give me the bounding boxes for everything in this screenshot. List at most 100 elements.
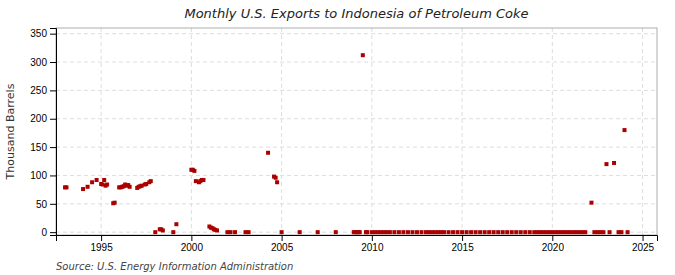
point [410, 230, 414, 234]
point [406, 230, 410, 234]
point [626, 230, 630, 234]
point [601, 230, 605, 234]
x-grid-line [552, 28, 553, 235]
x-tick-mark [372, 235, 373, 241]
point [496, 230, 500, 234]
y-tick-label: 0 [41, 227, 47, 238]
grid [56, 28, 657, 235]
point [519, 230, 523, 234]
point [201, 178, 205, 182]
y-tick-label: 200 [30, 113, 47, 124]
point [161, 228, 165, 232]
y-grid-line [56, 62, 657, 63]
y-tick-mark [50, 147, 56, 148]
x-tick-label: 2010 [361, 242, 384, 253]
y-tick-label: 50 [36, 199, 48, 210]
point [174, 222, 178, 226]
point [608, 230, 612, 234]
x-tick-label: 2020 [542, 242, 565, 253]
y-tick-mark [50, 204, 56, 205]
point [81, 187, 85, 191]
point [95, 178, 99, 182]
y-tick-label: 350 [30, 28, 47, 39]
x-tick: 2005 [271, 235, 294, 253]
point [247, 230, 251, 234]
x-tick-mark [191, 235, 192, 241]
y-grid-line [56, 33, 657, 34]
y-tick-label: 150 [30, 142, 47, 153]
point [233, 230, 237, 234]
y-grid-line [56, 90, 657, 91]
point [604, 162, 608, 166]
point [316, 230, 320, 234]
y-tick: 200 [30, 113, 56, 124]
x-tick-label: 2015 [451, 242, 474, 253]
x-tick-label: 2005 [271, 242, 294, 253]
y-tick-mark [50, 90, 56, 91]
point [528, 230, 532, 234]
y-axis-line [50, 29, 57, 236]
point [274, 176, 278, 180]
x-tick: 2020 [542, 235, 565, 253]
point [102, 178, 106, 182]
point [365, 230, 369, 234]
y-tick-label: 100 [30, 170, 47, 181]
point [619, 230, 623, 234]
y-tick: 300 [30, 57, 56, 68]
point [64, 185, 68, 189]
y-grid-line [56, 118, 657, 119]
point [86, 185, 90, 189]
x-tick: 2010 [361, 235, 384, 253]
point [612, 161, 616, 165]
x-axis: 1995200020052010201520202025 [57, 235, 658, 253]
x-axis-line [57, 236, 658, 242]
y-tick-label: 300 [30, 57, 47, 68]
point [113, 201, 117, 205]
point [419, 230, 423, 234]
point [397, 230, 401, 234]
point [451, 230, 455, 234]
y-tick-mark [50, 119, 56, 120]
x-tick-mark [282, 235, 283, 241]
y-tick: 250 [30, 85, 56, 96]
point [90, 180, 94, 184]
point [465, 230, 469, 234]
point [171, 230, 175, 234]
plot-frame [56, 28, 657, 235]
x-tick-mark [101, 235, 102, 241]
point [275, 180, 279, 184]
x-tick: 2000 [181, 235, 204, 253]
y-tick-mark [50, 232, 56, 233]
point [589, 201, 593, 205]
x-grid-line [642, 28, 643, 235]
point [105, 183, 109, 187]
point [501, 230, 505, 234]
point [478, 230, 482, 234]
x-tick-label: 2000 [181, 242, 204, 253]
y-axis: 0 50 100 150 200 250 300 350 [30, 28, 56, 237]
y-tick-label: 250 [30, 85, 47, 96]
point [510, 230, 514, 234]
point [583, 230, 587, 234]
y-tick: 150 [30, 142, 56, 153]
point [514, 230, 518, 234]
point [415, 230, 419, 234]
point [392, 230, 396, 234]
point [153, 230, 157, 234]
point [460, 230, 464, 234]
y-tick-mark [50, 62, 56, 63]
y-grid-line [56, 147, 657, 148]
point [483, 230, 487, 234]
point [447, 230, 451, 234]
point [492, 230, 496, 234]
point [474, 230, 478, 234]
x-tick-label: 2025 [632, 242, 655, 253]
point [401, 230, 405, 234]
point [192, 169, 196, 173]
annotation: Source: U.S. Energy Information Administ… [56, 261, 293, 272]
title: Monthly U.S. Exports to Indonesia of Pet… [184, 6, 528, 21]
point [266, 151, 270, 155]
point [128, 185, 132, 189]
x-tick: 2015 [451, 235, 474, 253]
x-tick-mark [462, 235, 463, 241]
